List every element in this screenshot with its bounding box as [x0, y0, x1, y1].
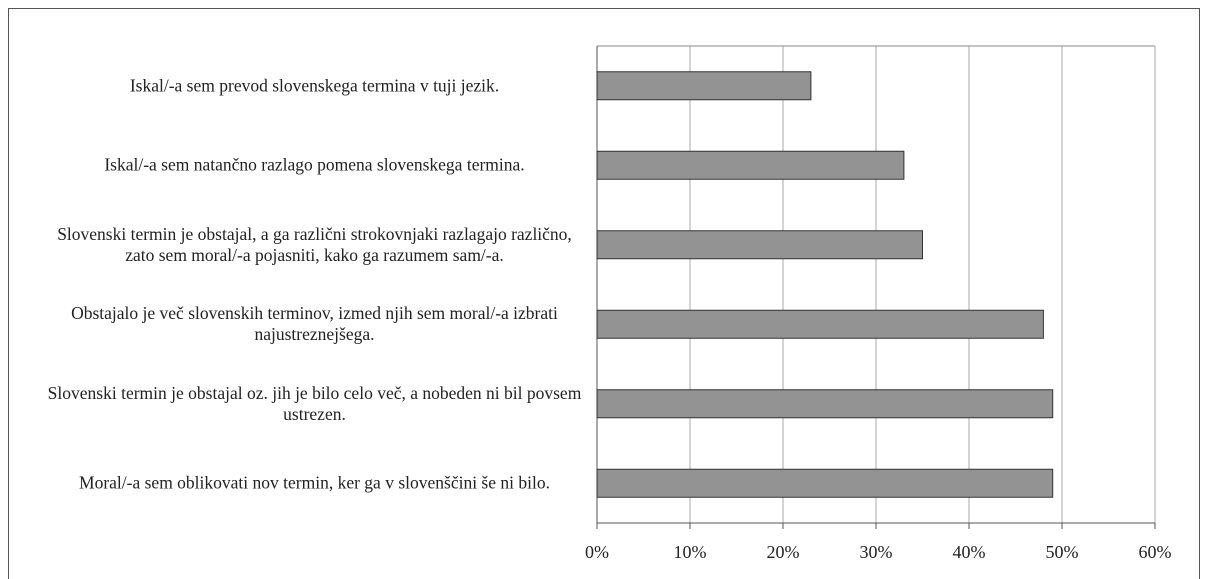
y-tick-label: Iskal/-a sem prevod slovenskega termina … [129, 75, 500, 96]
x-tick-label: 10% [674, 542, 707, 562]
y-tick-label: Obstajalo je več slovenskih terminov, iz… [71, 303, 558, 345]
bar [596, 230, 923, 260]
x-tick-label: 0% [585, 542, 609, 562]
y-tick-label: Slovenski termin je obstajal oz. jih je … [47, 382, 582, 424]
x-tick-label: 20% [767, 542, 800, 562]
bar [596, 468, 1054, 498]
bar [596, 389, 1054, 419]
y-tick-label: Moral/-a sem oblikovati nov termin, ker … [79, 472, 550, 493]
x-tick-label: 30% [860, 542, 893, 562]
bar [596, 309, 1044, 339]
frame [8, 8, 1200, 579]
x-tick-label: 60% [1139, 542, 1172, 562]
x-tick-label: 40% [953, 542, 986, 562]
y-tick-label: Slovenski termin je obstajal, a ga razli… [57, 223, 572, 265]
y-tick-label: Iskal/-a sem natančno razlago pomena slo… [104, 154, 525, 175]
bar [596, 71, 812, 101]
bar [596, 150, 905, 180]
x-tick-label: 50% [1046, 542, 1079, 562]
